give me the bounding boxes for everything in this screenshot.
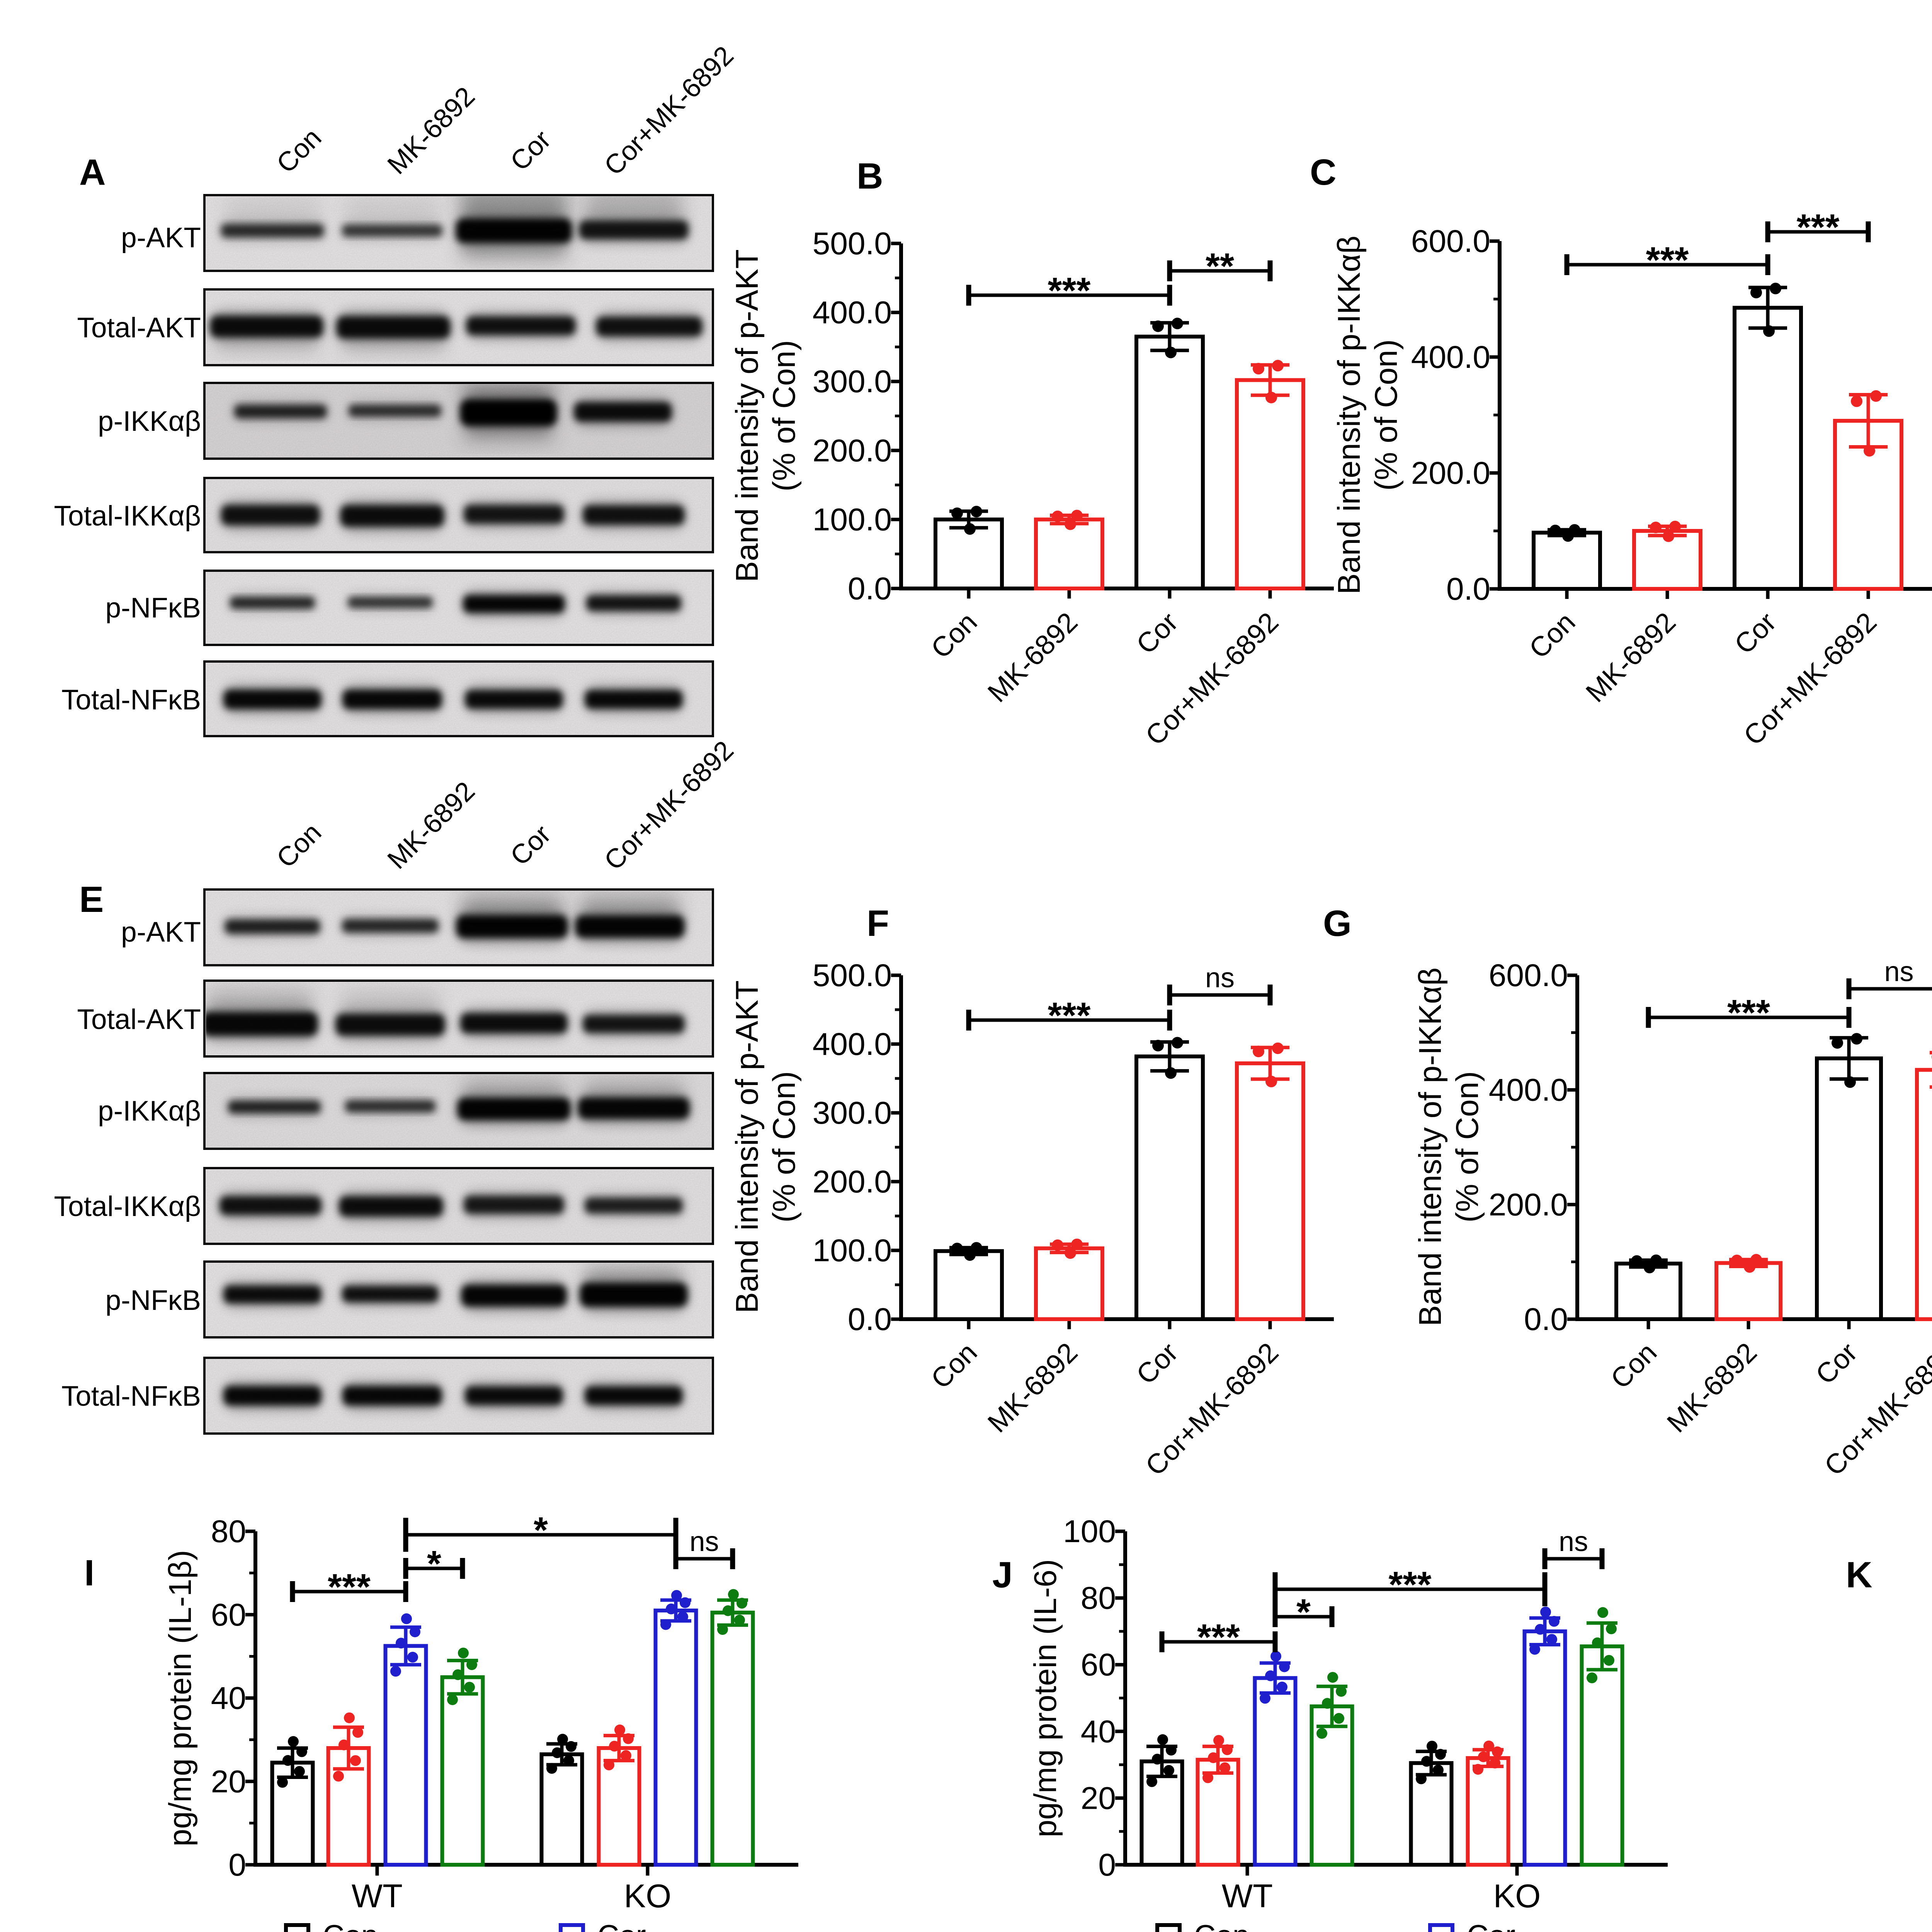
svg-text:60: 60	[1081, 1647, 1116, 1682]
svg-text:400.0: 400.0	[1489, 1073, 1568, 1108]
svg-text:ns: ns	[1205, 963, 1235, 993]
svg-text:Con: Con	[1194, 1918, 1249, 1932]
svg-text:60: 60	[211, 1597, 246, 1633]
svg-text:J: J	[992, 1554, 1013, 1595]
svg-text:Cor: Cor	[597, 1918, 646, 1932]
svg-text:100: 100	[1063, 1514, 1116, 1549]
svg-text:(% of Con): (% of Con)	[1369, 339, 1404, 491]
svg-text:20: 20	[1081, 1781, 1116, 1816]
svg-text:***: ***	[1797, 207, 1840, 248]
svg-text:400.0: 400.0	[813, 295, 892, 330]
svg-text:Total-IKKαβ: Total-IKKαβ	[54, 500, 201, 532]
svg-text:40: 40	[1081, 1714, 1116, 1749]
svg-text:(% of Con): (% of Con)	[767, 1071, 802, 1223]
svg-text:ns: ns	[1559, 1526, 1588, 1557]
svg-text:WT: WT	[352, 1878, 403, 1915]
svg-text:Cor: Cor	[1467, 1918, 1515, 1932]
svg-text:(% of Con): (% of Con)	[767, 340, 802, 492]
svg-text:p-AKT: p-AKT	[121, 222, 201, 253]
svg-text:(% of Con): (% of Con)	[1450, 1071, 1485, 1223]
svg-text:0.0: 0.0	[848, 1302, 892, 1337]
svg-text:200.0: 200.0	[1411, 456, 1490, 491]
svg-text:KO: KO	[624, 1878, 672, 1915]
svg-text:100.0: 100.0	[813, 502, 892, 537]
svg-text:*: *	[1296, 1592, 1311, 1633]
svg-text:80: 80	[211, 1514, 246, 1549]
svg-text:C: C	[1310, 152, 1337, 193]
svg-text:***: ***	[1646, 240, 1689, 281]
svg-text:200.0: 200.0	[813, 1164, 892, 1199]
svg-text:Band intensity of p-AKT: Band intensity of p-AKT	[730, 980, 765, 1313]
svg-text:pg/mg protein (IL-6): pg/mg protein (IL-6)	[1028, 1559, 1063, 1837]
svg-text:200.0: 200.0	[813, 433, 892, 468]
svg-text:WT: WT	[1222, 1878, 1273, 1915]
svg-text:0: 0	[228, 1847, 246, 1883]
svg-text:0: 0	[1098, 1847, 1116, 1883]
svg-text:***: ***	[1389, 1564, 1432, 1605]
svg-text:F: F	[867, 903, 889, 944]
svg-text:0.0: 0.0	[848, 571, 892, 606]
svg-text:300.0: 300.0	[813, 1095, 892, 1131]
svg-text:p-NFκB: p-NFκB	[105, 1285, 201, 1316]
svg-text:600.0: 600.0	[1411, 224, 1490, 259]
svg-text:Band intensity of p-IKKαβ: Band intensity of p-IKKαβ	[1413, 968, 1448, 1327]
svg-text:***: ***	[1048, 995, 1091, 1036]
svg-text:***: ***	[328, 1566, 371, 1607]
svg-text:500.0: 500.0	[813, 226, 892, 261]
svg-text:pg/mg protein (IL-1β): pg/mg protein (IL-1β)	[163, 1550, 198, 1846]
svg-text:p-IKKαβ: p-IKKαβ	[98, 406, 201, 437]
svg-text:ns: ns	[689, 1526, 719, 1557]
svg-text:**: **	[1206, 246, 1234, 287]
svg-text:80: 80	[1081, 1581, 1116, 1616]
svg-text:0.0: 0.0	[1446, 571, 1490, 607]
svg-text:100.0: 100.0	[813, 1233, 892, 1268]
svg-text:400.0: 400.0	[1411, 340, 1490, 375]
svg-text:p-NFκB: p-NFκB	[105, 592, 201, 624]
svg-text:40: 40	[211, 1681, 246, 1716]
svg-text:ns: ns	[1884, 956, 1913, 987]
svg-text:p-IKKαβ: p-IKKαβ	[98, 1095, 201, 1127]
svg-text:20: 20	[211, 1764, 246, 1799]
svg-text:*: *	[427, 1543, 441, 1584]
svg-text:*: *	[534, 1510, 548, 1551]
svg-text:Total-AKT: Total-AKT	[77, 312, 201, 344]
svg-text:***: ***	[1727, 992, 1770, 1033]
svg-text:KO: KO	[1493, 1878, 1541, 1915]
svg-text:G: G	[1323, 903, 1352, 944]
svg-text:Total-IKKαβ: Total-IKKαβ	[54, 1191, 201, 1222]
svg-text:Con: Con	[323, 1918, 378, 1932]
svg-text:E: E	[79, 879, 104, 920]
svg-text:0.0: 0.0	[1524, 1302, 1568, 1337]
svg-text:Total-AKT: Total-AKT	[77, 1004, 201, 1035]
svg-text:Total-NFκB: Total-NFκB	[61, 1381, 201, 1412]
svg-text:***: ***	[1048, 270, 1091, 311]
svg-text:Total-NFκB: Total-NFκB	[61, 684, 201, 716]
svg-text:p-AKT: p-AKT	[121, 917, 201, 948]
svg-text:200.0: 200.0	[1489, 1187, 1568, 1222]
svg-text:I: I	[84, 1553, 94, 1594]
svg-text:300.0: 300.0	[813, 364, 892, 399]
svg-text:500.0: 500.0	[813, 958, 892, 993]
svg-text:Band intensity of p-IKKαβ: Band intensity of p-IKKαβ	[1332, 236, 1367, 595]
svg-text:K: K	[1846, 1554, 1872, 1595]
svg-text:A: A	[79, 152, 106, 193]
svg-text:***: ***	[1197, 1617, 1240, 1658]
svg-text:B: B	[857, 156, 883, 197]
svg-text:600.0: 600.0	[1489, 958, 1568, 993]
svg-text:400.0: 400.0	[813, 1027, 892, 1062]
svg-text:Band intensity of p-AKT: Band intensity of p-AKT	[730, 249, 765, 582]
